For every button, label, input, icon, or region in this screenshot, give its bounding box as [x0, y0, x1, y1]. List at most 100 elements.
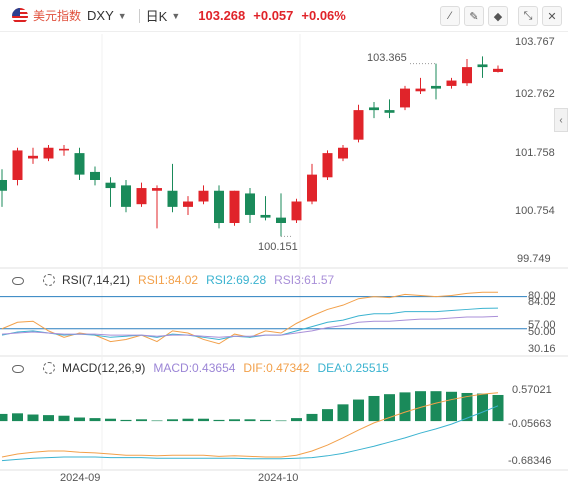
- macd-histogram-bar: [291, 418, 302, 422]
- macd-histogram-bar: [244, 419, 256, 422]
- macd-histogram-bar: [213, 419, 225, 422]
- rsi-axis-label-3: 57.00: [528, 319, 556, 331]
- macd-histogram-bar: [105, 418, 116, 422]
- macd-histogram-bar: [182, 418, 194, 422]
- candle-body: [462, 67, 472, 84]
- macd-histogram-bar: [322, 409, 333, 422]
- dea-value: DEA:0.25515: [317, 361, 389, 375]
- macd-histogram-bar: [415, 391, 426, 422]
- candle-body: [291, 201, 302, 221]
- macd-histogram-bar: [198, 418, 209, 422]
- macd-histogram-bar: [399, 392, 411, 422]
- close-icon[interactable]: ✕: [542, 6, 562, 26]
- flag-icon: [12, 7, 28, 24]
- dif-value: DIF:0.47342: [243, 361, 310, 375]
- macd-line-dif: [1, 392, 499, 458]
- rsi-header: RSI(7,14,21) RSI1:84.02 RSI2:69.28 RSI3:…: [0, 270, 342, 290]
- x-axis-label-1: 2024-09: [60, 472, 100, 484]
- macd-histogram-bar: [260, 419, 271, 422]
- price-axis-label-2: 102.762: [515, 88, 555, 100]
- macd-header: MACD(12,26,9) MACD:0.43654 DIF:0.47342 D…: [0, 358, 397, 378]
- macd-value: MACD:0.43654: [153, 361, 236, 375]
- chevron-down-icon[interactable]: ▼: [117, 10, 127, 21]
- macd-histogram-bar: [337, 404, 349, 422]
- chart-tools: ⁄ ✎ ◆ ⤡ ✕: [440, 6, 562, 26]
- rsi1-value: RSI1:84.02: [138, 273, 199, 287]
- candle-body: [353, 110, 364, 140]
- gear-icon[interactable]: [43, 362, 55, 374]
- price-axis-label-5: 99.749: [517, 253, 551, 265]
- candle-body: [105, 182, 116, 189]
- rsi-line-rsi3: [1, 315, 499, 338]
- pencil-icon[interactable]: ✎: [464, 6, 484, 26]
- candle-body: [43, 147, 54, 159]
- candle-body: [59, 148, 69, 151]
- macd-histogram-bar: [120, 419, 132, 422]
- macd-histogram-bar: [167, 419, 178, 422]
- macd-histogram-bar: [0, 413, 8, 422]
- macd-histogram-bar: [492, 394, 504, 422]
- candle-body: [431, 85, 441, 89]
- macd-histogram-bar: [229, 419, 240, 422]
- candle-body: [74, 153, 85, 175]
- price-axis-label-3: 101.758: [515, 147, 555, 159]
- candle-body: [245, 193, 255, 215]
- candle-body: [260, 214, 271, 218]
- candle-body: [338, 147, 348, 159]
- candle-body: [198, 190, 209, 202]
- candle-body: [446, 80, 457, 86]
- eye-icon[interactable]: [12, 364, 24, 373]
- macd-histogram-bar: [151, 420, 163, 422]
- x-axis-label-2: 2024-10: [258, 472, 298, 484]
- period-selector[interactable]: 日K: [145, 9, 168, 24]
- price-low-label: 100.151: [258, 241, 298, 253]
- rsi-axis-label-1: 80.00: [528, 290, 556, 302]
- macd-histogram-bar: [446, 391, 457, 422]
- candle-body: [276, 217, 286, 224]
- candle-body: [28, 155, 38, 159]
- rsi-axis-label-4: 50.00: [528, 326, 556, 338]
- price-axis-label-4: 100.754: [515, 205, 555, 217]
- rsi-axis-label-2: 84.02: [528, 296, 556, 308]
- symbol-name[interactable]: 美元指数: [33, 9, 82, 23]
- candle-body: [214, 190, 224, 224]
- rsi-line-rsi2: [1, 307, 499, 340]
- candle-body: [415, 88, 426, 92]
- macd-histogram-bar: [384, 394, 395, 422]
- macd-line-dea: [1, 405, 499, 462]
- chart-toolbar: 美元指数 DXY ▼ 日K ▼ 103.268 +0.057 +0.06% ⁄ …: [0, 0, 568, 32]
- axis-labels: 103.767 102.762 101.758 100.754 99.749 1…: [60, 36, 556, 484]
- grid-lines: [0, 34, 568, 471]
- collapse-icon[interactable]: ⤡: [518, 6, 538, 26]
- macd-histogram-bar: [136, 419, 147, 422]
- price-axis-label-1: 103.767: [515, 36, 555, 48]
- macd-histogram-bar: [477, 393, 488, 422]
- macd-histogram-bar: [353, 399, 364, 422]
- candle-body: [167, 190, 178, 207]
- candle-body: [400, 88, 410, 108]
- eraser-icon[interactable]: ◆: [488, 6, 508, 26]
- eye-icon[interactable]: [12, 276, 24, 285]
- gear-icon[interactable]: [43, 274, 55, 286]
- macd-name: MACD(12,26,9): [62, 361, 146, 375]
- macd-axis-label-1: 0.57021: [512, 384, 552, 396]
- draw-line-icon[interactable]: ⁄: [440, 6, 460, 26]
- candle-body: [307, 174, 317, 202]
- macd-histogram-bar: [89, 418, 101, 422]
- rsi2-value: RSI2:69.28: [206, 273, 267, 287]
- candle-body: [322, 153, 333, 178]
- candle-body: [0, 179, 7, 191]
- candle-body: [183, 201, 193, 207]
- candlestick-series: [0, 56, 503, 237]
- macd-axis-label-3: -0.68346: [508, 455, 551, 467]
- macd-histogram-bar: [12, 413, 23, 422]
- rsi-name: RSI(7,14,21): [62, 273, 131, 287]
- chevron-down-icon[interactable]: ▼: [171, 10, 181, 21]
- candle-body: [136, 188, 147, 205]
- chevron-left-icon[interactable]: ‹: [554, 108, 568, 132]
- symbol-code[interactable]: DXY: [87, 8, 114, 23]
- macd-histogram-bar: [275, 420, 287, 422]
- candle-body: [369, 107, 379, 111]
- candle-body: [493, 68, 503, 72]
